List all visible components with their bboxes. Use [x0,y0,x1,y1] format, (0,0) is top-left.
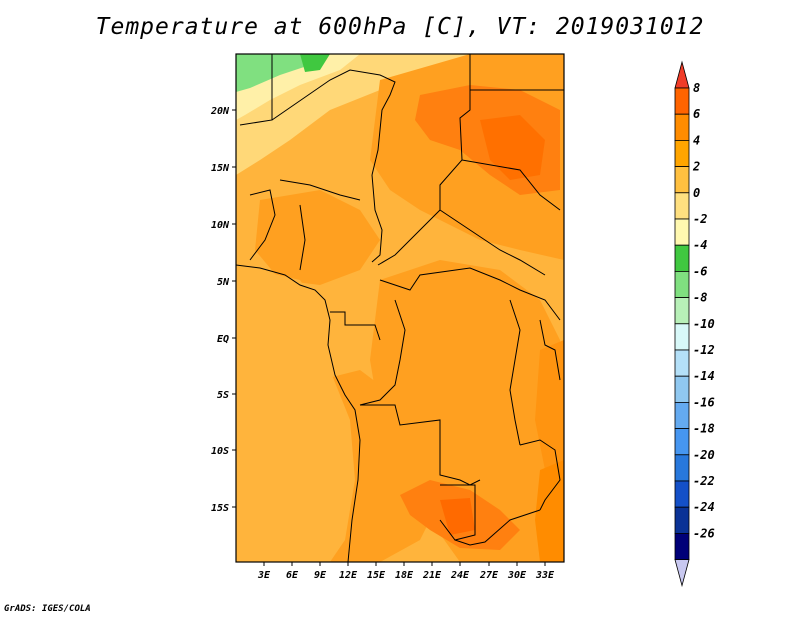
colorbar-label: -2 [693,212,707,226]
colorbar-label: 6 [693,107,700,121]
colorbar-label: -26 [693,526,715,540]
colorbar-label: -24 [693,500,715,514]
lon-tick-label: 33E [535,570,555,581]
colorbar-arrow-bottom [674,559,690,588]
lon-tick-label: 27E [479,570,499,581]
lon-tick-label: 24E [450,570,470,581]
colorbar-segment [674,139,690,167]
lon-tick-label: 12E [339,570,358,581]
colorbar-segment [674,506,690,534]
colorbar-segment [674,166,690,194]
longitude-axis: 3E 6E 9E 12E 15E 18E 21E 24E 27E 30E 33E [257,562,555,581]
colorbar-segment [674,428,690,456]
colorbar-segment [674,218,690,246]
colorbar: 8 6 4 2 0 -2 -4 -6 -8 -10 -12 -14 -16 -18 -20 -22 -24 -26 [674,60,715,588]
lat-tick-label: EQ [217,334,229,345]
colorbar-label: -8 [693,291,707,305]
lat-tick-label: 15S [211,503,229,514]
lon-tick-label: 21E [422,570,442,581]
lat-tick-label: 5S [217,390,229,401]
colorbar-label: 8 [693,81,700,95]
colorbar-label: -6 [693,264,707,278]
colorbar-segment [674,349,690,377]
temperature-field [236,54,564,562]
colorbar-segment [674,192,690,220]
colorbar-arrow-top [674,60,690,89]
lat-tick-label: 20N [210,106,230,117]
colorbar-segment [674,323,690,351]
colorbar-label: -18 [693,422,715,436]
colorbar-label: 0 [693,186,700,200]
colorbar-label: -20 [693,448,715,462]
colorbar-label: 4 [693,133,700,147]
lon-tick-label: 18E [395,570,414,581]
colorbar-label: -22 [693,474,715,488]
colorbar-segment [674,297,690,325]
colorbar-segment [674,375,690,403]
lon-tick-label: 30E [507,570,527,581]
latitude-axis: 20N 15N 10N 5N EQ 5S 10S 15S [210,106,236,514]
lat-tick-label: 15N [211,163,230,174]
colorbar-label: -14 [693,369,715,383]
credit-label: GrADS: IGES/COLA [4,604,91,614]
colorbar-label: -12 [693,343,715,357]
colorbar-segment [674,533,690,561]
lon-tick-label: 15E [367,570,386,581]
colorbar-segment [674,401,690,429]
map-title: Temperature at 600hPa [C], VT: 201903101… [95,14,705,40]
country-borders [235,54,564,563]
colorbar-label: 2 [692,160,700,174]
lon-tick-label: 9E [314,570,327,581]
colorbar-label: -4 [693,238,707,252]
colorbar-segment [674,480,690,508]
colorbar-segment [674,270,690,298]
lat-tick-label: 5N [217,277,230,288]
colorbar-segment [674,454,690,482]
lon-tick-label: 3E [257,570,271,581]
lon-tick-label: 6E [286,570,299,581]
colorbar-segment [674,87,690,115]
colorbar-segment [674,113,690,141]
colorbar-segment [674,244,690,272]
colorbar-label: -10 [693,317,715,331]
lat-tick-label: 10S [211,446,229,457]
lat-tick-label: 10N [211,220,230,231]
map-frame [235,53,565,563]
colorbar-label: -16 [693,395,715,409]
